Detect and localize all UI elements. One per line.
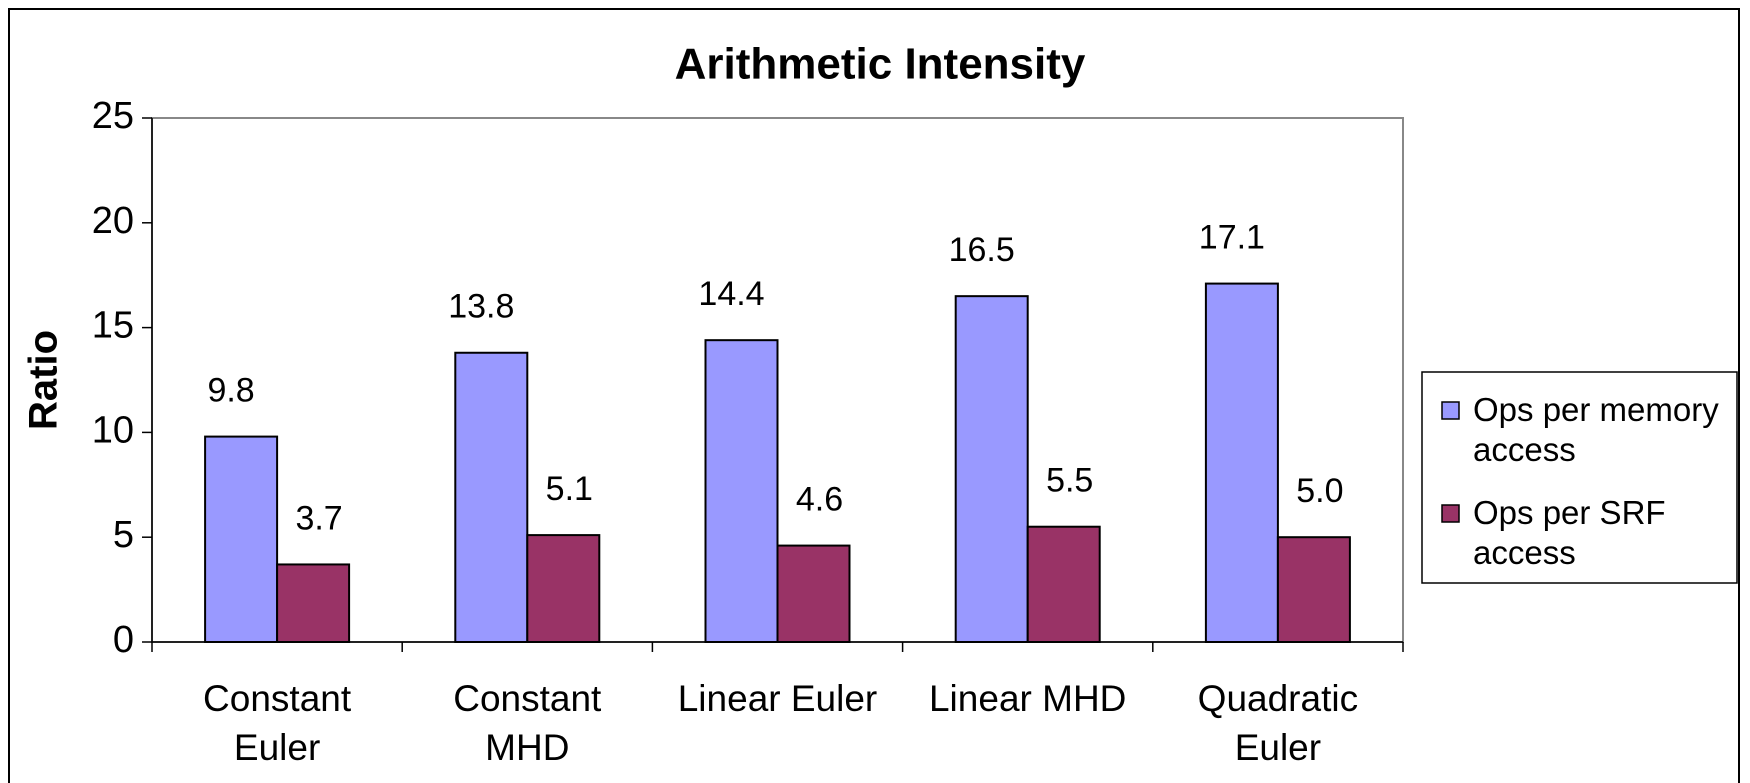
y-tick-label: 20 — [92, 200, 134, 242]
value-label: 5.0 — [1296, 472, 1343, 510]
legend-label: Ops per memory access — [1473, 391, 1719, 468]
value-label: 16.5 — [949, 231, 1015, 269]
bar — [954, 295, 1029, 643]
value-label: 9.8 — [207, 372, 254, 410]
legend-box — [1421, 371, 1738, 584]
bar — [704, 339, 779, 643]
y-tick-label: 0 — [113, 619, 134, 661]
x-tick-label: Constant MHD — [453, 678, 602, 768]
x-tick-label: Linear Euler — [677, 678, 878, 719]
value-label: 14.4 — [698, 275, 764, 313]
legend-swatch — [1441, 504, 1460, 523]
y-tick-label: 25 — [92, 95, 134, 137]
x-tick-label: Linear MHD — [928, 678, 1127, 719]
y-tick-label: 5 — [113, 514, 134, 556]
chart-title: Arithmetic Intensity — [675, 40, 1086, 89]
bar — [454, 351, 529, 643]
bar — [526, 534, 601, 643]
legend-label: Ops per SRF access — [1473, 494, 1666, 571]
bar — [204, 435, 279, 644]
bar — [1204, 282, 1279, 643]
legend-swatch — [1441, 401, 1460, 420]
value-label: 17.1 — [1199, 219, 1265, 257]
value-label: 3.7 — [295, 499, 342, 537]
y-tick-label: 10 — [92, 409, 134, 451]
bar — [776, 544, 851, 643]
value-label: 4.6 — [796, 481, 843, 519]
value-label: 5.5 — [1046, 462, 1093, 500]
y-tick-label: 15 — [92, 305, 134, 347]
bar — [276, 563, 351, 643]
x-tick-label: Quadratic Euler — [1197, 678, 1359, 768]
y-axis-label: Ratio — [22, 330, 66, 430]
bar — [1026, 525, 1101, 643]
value-label: 13.8 — [448, 288, 514, 326]
value-label: 5.1 — [546, 470, 593, 508]
bar — [1276, 536, 1351, 644]
x-tick-label: Constant Euler — [203, 678, 352, 768]
